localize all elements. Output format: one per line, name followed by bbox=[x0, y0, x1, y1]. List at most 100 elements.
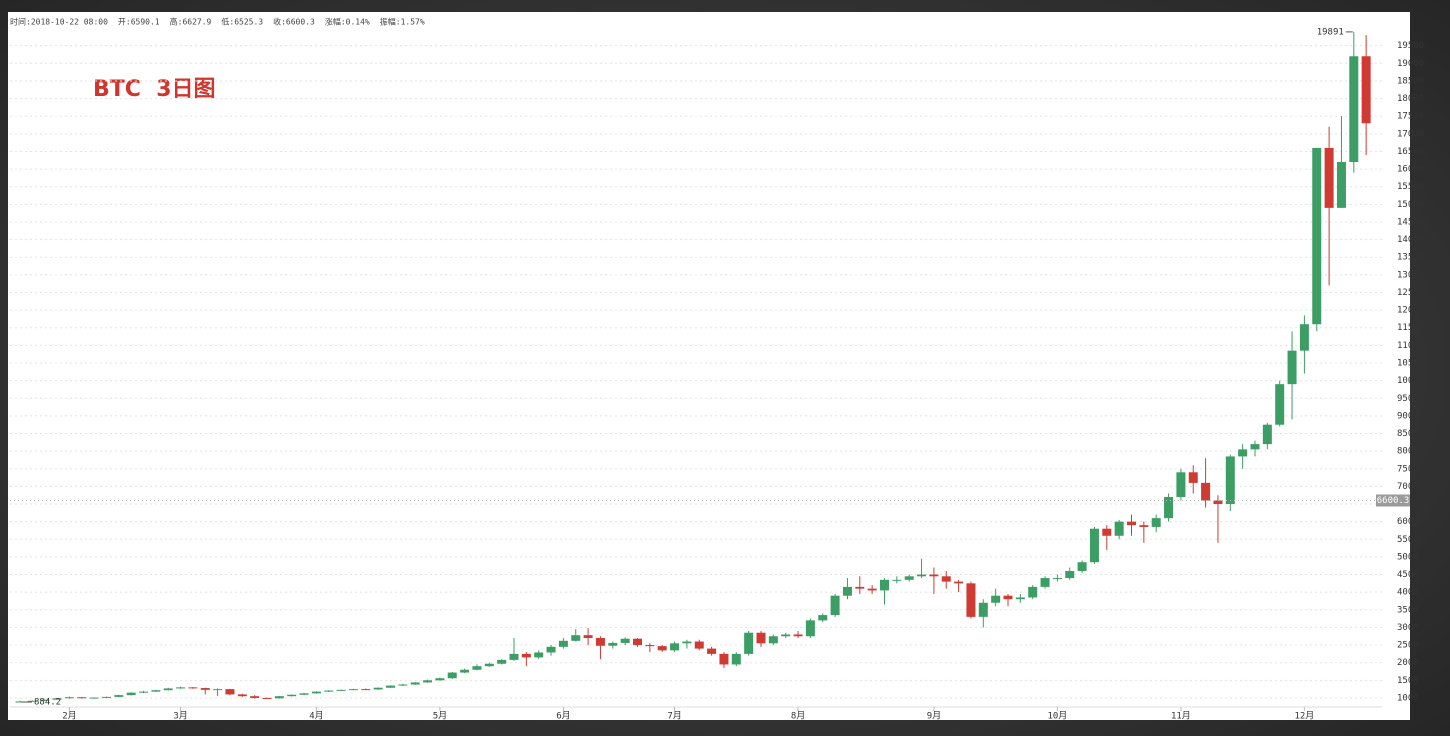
y-tick-label: 9000 bbox=[1397, 411, 1419, 421]
info-value: 1.57% bbox=[401, 18, 425, 27]
y-tick-label: 11500 bbox=[1397, 323, 1424, 333]
y-tick-label: 18000 bbox=[1397, 94, 1424, 104]
y-tick-label: 12000 bbox=[1397, 306, 1424, 316]
y-tick-label: 9500 bbox=[1397, 394, 1419, 404]
y-tick-label: 3500 bbox=[1397, 605, 1419, 615]
last-price-box bbox=[1376, 494, 1410, 507]
candle-body bbox=[151, 690, 161, 692]
candle-body bbox=[472, 666, 482, 670]
candle-body bbox=[707, 648, 717, 654]
y-tick-label: 19500 bbox=[1397, 41, 1424, 51]
candle-body bbox=[608, 642, 618, 646]
candle-body bbox=[126, 692, 136, 696]
info-value: 6525.3 bbox=[234, 18, 263, 27]
info-bar: 时间: 2018-10-22 08:00 开: 6590.1 高: 6627.9 低: 652… bbox=[10, 17, 425, 27]
candle-body bbox=[200, 688, 210, 690]
candle-body bbox=[670, 643, 680, 651]
candle-body bbox=[1052, 578, 1062, 580]
candle-body bbox=[1077, 562, 1087, 572]
x-tick-label: 12月 bbox=[1294, 711, 1314, 722]
candle-body bbox=[1164, 496, 1174, 519]
info-label: 涨幅: bbox=[325, 17, 346, 27]
candle-body bbox=[1151, 518, 1161, 527]
candle-body bbox=[1250, 444, 1260, 450]
candle-body bbox=[497, 659, 507, 664]
candle-body bbox=[768, 636, 778, 644]
candle-body bbox=[793, 634, 803, 637]
y-tick-label: 8000 bbox=[1397, 447, 1419, 457]
candle-body bbox=[89, 697, 99, 699]
candle-body bbox=[311, 691, 321, 694]
candle-body bbox=[1201, 482, 1211, 501]
candle-body bbox=[1176, 472, 1186, 497]
candle-body bbox=[521, 653, 531, 658]
candle-body bbox=[842, 586, 852, 596]
y-tick-label: 1500 bbox=[1397, 676, 1419, 686]
candle-body bbox=[583, 635, 593, 639]
y-tick-label: 15000 bbox=[1397, 200, 1424, 210]
y-tick-label: 6000 bbox=[1397, 517, 1419, 527]
candle-body bbox=[978, 602, 988, 617]
candle-body bbox=[77, 697, 87, 699]
candle-body bbox=[1065, 571, 1075, 579]
candle-body bbox=[1238, 449, 1248, 457]
info-label: 时间: bbox=[10, 17, 31, 27]
candle-body bbox=[1225, 456, 1235, 505]
candle-body bbox=[287, 694, 297, 697]
candle-body bbox=[1361, 56, 1371, 124]
y-tick-label: 4500 bbox=[1397, 570, 1419, 580]
info-label: 低: bbox=[221, 17, 234, 27]
candle-body bbox=[460, 669, 470, 673]
candle-body bbox=[805, 620, 815, 637]
y-tick-label: 13000 bbox=[1397, 270, 1424, 280]
candle-body bbox=[176, 687, 186, 689]
candle-body bbox=[904, 576, 914, 580]
candle-body bbox=[682, 641, 692, 644]
y-tick-label: 5500 bbox=[1397, 535, 1419, 545]
candle-body bbox=[546, 646, 556, 653]
candle-body bbox=[262, 697, 272, 699]
candle-body bbox=[558, 640, 568, 647]
y-tick-label: 10000 bbox=[1397, 376, 1424, 386]
candle-body bbox=[818, 615, 828, 621]
candle-body bbox=[447, 672, 457, 679]
candle-body bbox=[373, 687, 383, 690]
candle-body bbox=[274, 696, 284, 699]
info-value: 2018-10-22 08:00 bbox=[31, 18, 108, 27]
candle-body bbox=[657, 646, 667, 651]
candle-body bbox=[139, 691, 148, 693]
info-label: 振幅: bbox=[380, 17, 401, 27]
y-tick-label: 16500 bbox=[1397, 147, 1424, 157]
candle-body bbox=[1213, 500, 1223, 505]
candle-body bbox=[213, 689, 223, 691]
candle-body bbox=[954, 581, 964, 584]
y-tick-label: 16000 bbox=[1397, 165, 1424, 175]
candle-body bbox=[1299, 324, 1309, 351]
candle-body bbox=[509, 653, 519, 660]
x-tick-label: 2月 bbox=[62, 711, 76, 722]
candle-body bbox=[1336, 162, 1346, 208]
y-tick-label: 12500 bbox=[1397, 288, 1424, 298]
chart-panel bbox=[8, 12, 1410, 720]
candle-body bbox=[299, 693, 309, 695]
candle-body bbox=[929, 574, 939, 577]
y-tick-label: 2000 bbox=[1397, 658, 1419, 668]
y-tick-label: 17500 bbox=[1397, 112, 1424, 122]
y-tick-label: 1000 bbox=[1397, 693, 1419, 703]
candle-body bbox=[336, 689, 346, 691]
info-label: 收: bbox=[273, 17, 286, 27]
candle-body bbox=[1287, 350, 1297, 385]
candle-body bbox=[917, 574, 927, 577]
candle-body bbox=[756, 632, 766, 644]
info-value: 6600.3 bbox=[286, 18, 315, 27]
candle-body bbox=[484, 663, 494, 667]
candle-body bbox=[855, 586, 865, 589]
candle-body bbox=[361, 689, 371, 691]
candle-body bbox=[237, 694, 247, 697]
y-tick-label: 18500 bbox=[1397, 76, 1424, 86]
candle-body bbox=[1102, 528, 1112, 536]
y-tick-label: 11000 bbox=[1397, 341, 1424, 351]
candle-body bbox=[250, 696, 260, 698]
candle-body bbox=[1139, 525, 1149, 527]
candle-body bbox=[744, 632, 754, 654]
